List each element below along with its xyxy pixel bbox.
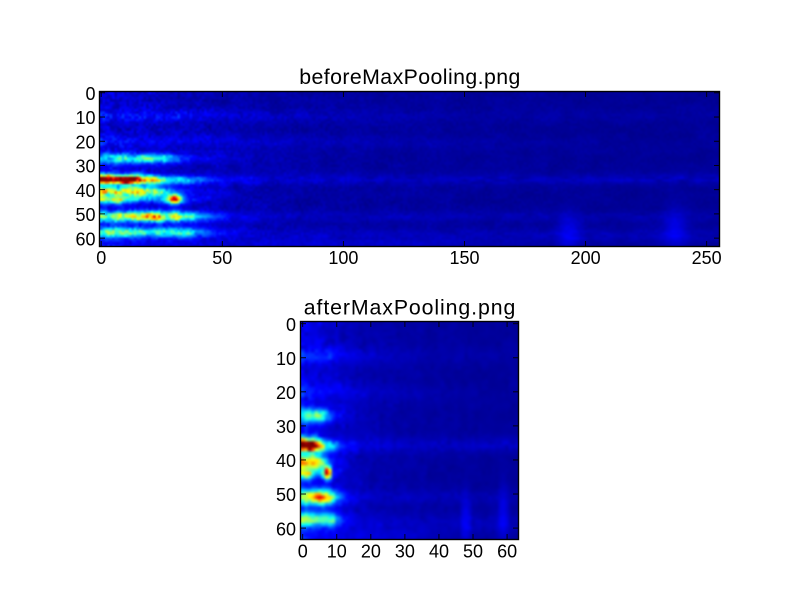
svg-text:60: 60: [497, 542, 517, 562]
svg-text:20: 20: [75, 132, 95, 152]
svg-text:30: 30: [276, 417, 296, 437]
svg-text:50: 50: [276, 485, 296, 505]
svg-text:50: 50: [212, 248, 232, 268]
svg-text:0: 0: [286, 315, 296, 335]
svg-text:beforeMaxPooling.png: beforeMaxPooling.png: [299, 65, 521, 89]
svg-text:0: 0: [96, 248, 106, 268]
svg-text:30: 30: [75, 157, 95, 177]
svg-text:50: 50: [463, 542, 483, 562]
svg-text:30: 30: [395, 542, 415, 562]
svg-text:40: 40: [75, 181, 95, 201]
svg-text:20: 20: [276, 383, 296, 403]
svg-text:60: 60: [276, 519, 296, 539]
svg-text:10: 10: [276, 349, 296, 369]
svg-text:200: 200: [571, 248, 601, 268]
svg-text:10: 10: [75, 108, 95, 128]
svg-text:0: 0: [85, 84, 95, 104]
svg-text:150: 150: [449, 248, 479, 268]
svg-text:60: 60: [75, 229, 95, 249]
svg-text:40: 40: [276, 451, 296, 471]
svg-text:afterMaxPooling.png: afterMaxPooling.png: [304, 296, 516, 320]
svg-text:10: 10: [327, 542, 347, 562]
svg-text:0: 0: [298, 542, 308, 562]
svg-text:50: 50: [75, 205, 95, 225]
svg-text:40: 40: [429, 542, 449, 562]
svg-text:20: 20: [361, 542, 381, 562]
svg-text:100: 100: [328, 248, 358, 268]
svg-text:250: 250: [692, 248, 722, 268]
